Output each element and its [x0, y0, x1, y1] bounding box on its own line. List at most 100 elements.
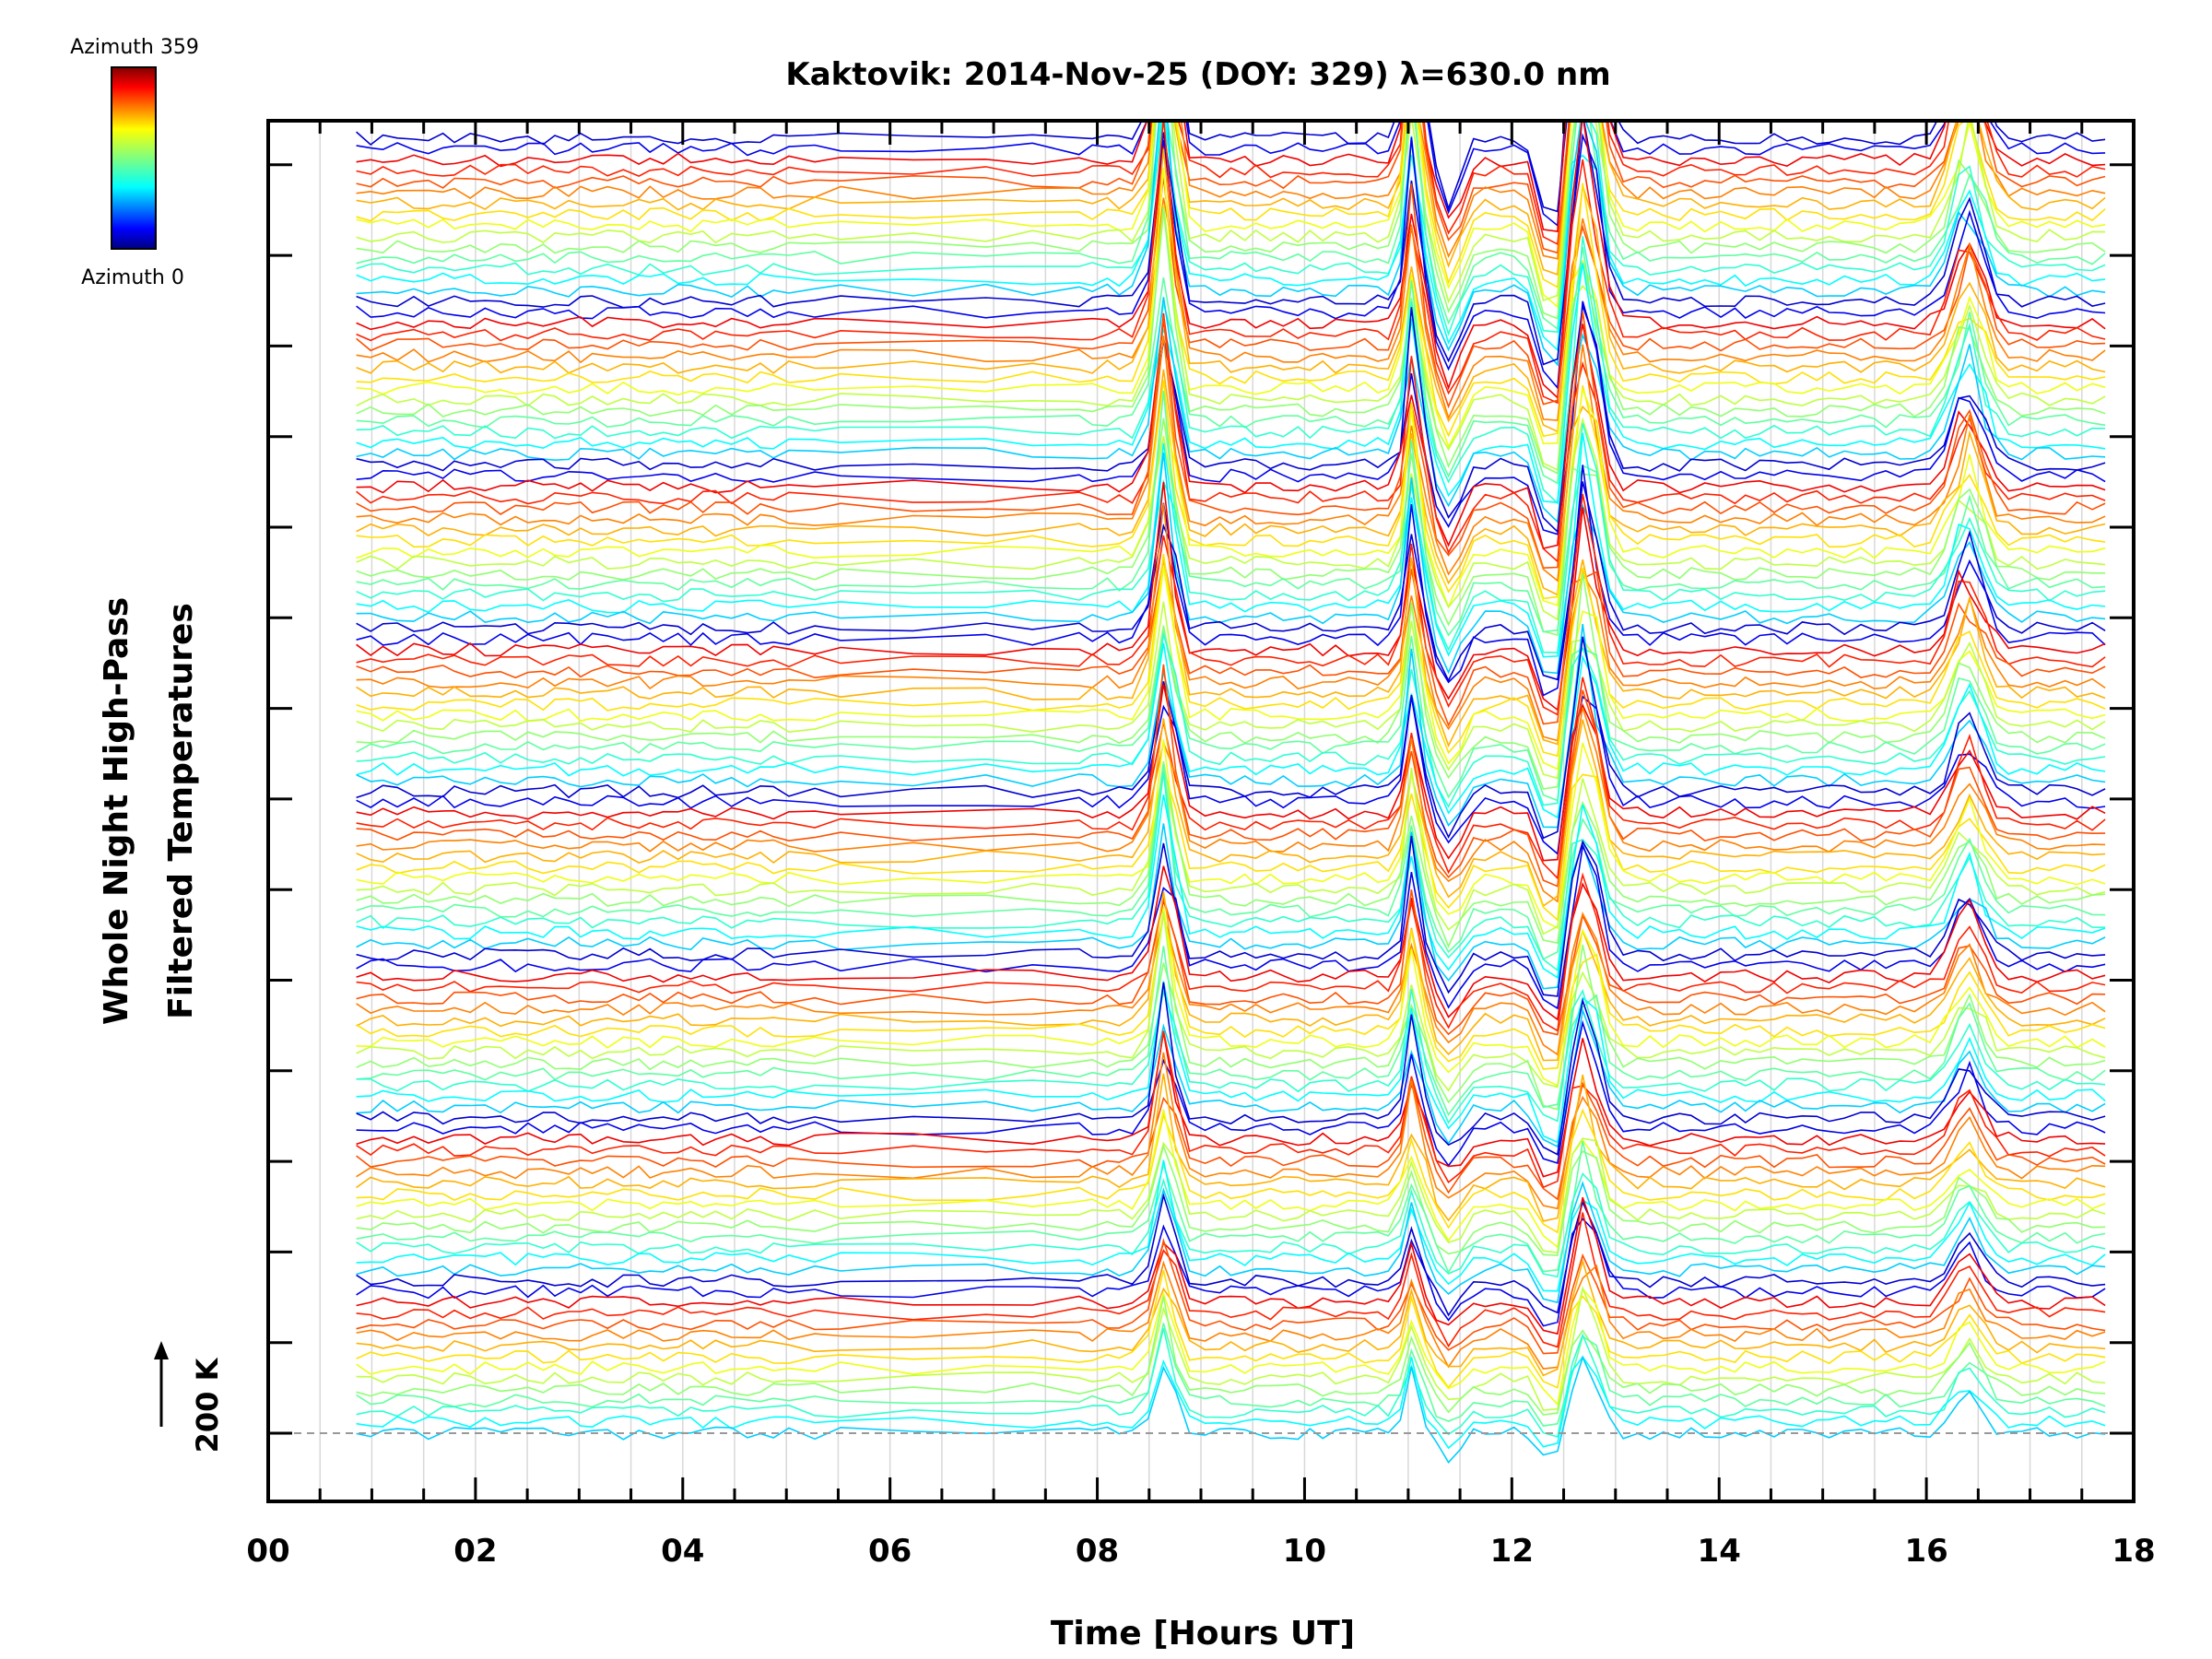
series-line	[356, 1258, 2106, 1377]
y-scale-label: 200 K	[190, 1357, 225, 1453]
series-line	[356, 263, 2106, 503]
series-line	[356, 121, 2106, 320]
x-tick-label: 06	[868, 1533, 912, 1570]
series-line	[356, 121, 2106, 309]
series-line	[356, 1052, 2106, 1210]
series-line	[356, 891, 2106, 1062]
series-line	[356, 133, 2106, 390]
series-line	[356, 1328, 2106, 1438]
series-line	[356, 481, 2106, 712]
series-line	[356, 391, 2106, 637]
x-tick-label: 00	[246, 1533, 289, 1570]
series-line	[356, 567, 2106, 771]
series-line	[356, 1143, 2106, 1256]
x-tick-label: 02	[453, 1533, 497, 1570]
series-line	[356, 558, 2106, 727]
series-line	[356, 369, 2106, 596]
series-line	[356, 677, 2106, 880]
series-line	[356, 1007, 2106, 1148]
series-line	[356, 906, 2106, 1088]
series-line	[356, 121, 2106, 246]
series-line	[356, 121, 2106, 304]
chart-title: Kaktovik: 2014-Nov-25 (DOY: 329) λ=630.0…	[785, 56, 1610, 93]
series-line	[356, 771, 2106, 972]
y-scale-bar: 200 K	[154, 1341, 225, 1453]
series-line	[356, 558, 2106, 748]
series-line	[356, 1355, 2106, 1465]
series-line	[356, 707, 2106, 903]
series-line	[356, 945, 2106, 1111]
series-line	[356, 1181, 2106, 1304]
series-line	[356, 843, 2106, 1010]
series-line	[356, 121, 2106, 213]
series-line	[356, 1196, 2106, 1335]
series-line	[356, 573, 2106, 790]
series-line	[356, 380, 2106, 600]
series-line	[356, 1141, 2106, 1275]
series-line	[356, 1172, 2106, 1278]
series-line	[356, 988, 2106, 1124]
series-line	[356, 642, 2106, 819]
series-line	[356, 1109, 2106, 1249]
series-line	[356, 168, 2106, 449]
series-line	[356, 1238, 2106, 1355]
series-line	[356, 946, 2106, 1117]
series-line	[356, 1218, 2106, 1327]
series-line	[356, 664, 2106, 888]
x-tick-label: 14	[1698, 1533, 1741, 1570]
colorbar-bottom-label: Azimuth 0	[81, 266, 184, 289]
series-line	[356, 601, 2106, 780]
series-line	[356, 982, 2106, 1156]
series-line	[356, 418, 2106, 637]
series-line	[356, 297, 2106, 524]
series-line	[356, 1260, 2106, 1370]
series-line	[356, 121, 2106, 288]
series-line	[356, 206, 2106, 475]
series-line	[356, 121, 2106, 352]
y-scale-arrow-head	[154, 1341, 169, 1359]
y-axis-label-line-2: Filtered Temperatures	[162, 603, 200, 1019]
series-line	[356, 1212, 2106, 1348]
series-line	[356, 1031, 2106, 1178]
x-tick-label: 16	[1904, 1533, 1947, 1570]
series-line	[356, 1323, 2106, 1427]
series-line	[356, 630, 2106, 802]
series-line	[356, 121, 2106, 405]
series-line	[356, 312, 2106, 563]
series-line	[356, 481, 2106, 683]
vertical-gridlines	[319, 121, 2083, 1501]
series-line	[356, 889, 2106, 1036]
series-line	[356, 1073, 2106, 1222]
x-tick-labels: 00 02 04 06 08 10 12 14 16 18	[246, 1533, 2155, 1570]
series-line	[356, 769, 2106, 922]
series-line	[356, 760, 2106, 948]
series-line	[356, 121, 2106, 366]
series-line	[356, 300, 2106, 535]
colorbar: Azimuth 359 Azimuth 0	[70, 36, 199, 289]
x-tick-label: 04	[661, 1533, 704, 1570]
series-line	[356, 636, 2106, 840]
series-line	[356, 212, 2106, 471]
series-line	[356, 121, 2106, 260]
series-line	[356, 912, 2106, 1056]
series-line	[356, 718, 2106, 908]
x-tick-label: 10	[1283, 1533, 1326, 1570]
series-line	[356, 121, 2106, 367]
series-line	[356, 1193, 2106, 1317]
series-line	[356, 634, 2106, 808]
series-line	[356, 503, 2106, 742]
series-line	[356, 335, 2106, 582]
series-line	[356, 176, 2106, 409]
series-line	[356, 1355, 2106, 1450]
series-line	[356, 695, 2106, 855]
series-line	[356, 1159, 2106, 1292]
series-group	[356, 121, 2106, 1465]
series-line	[356, 247, 2106, 485]
series-line	[356, 319, 2106, 549]
series-line	[356, 148, 2106, 433]
series-line	[356, 914, 2106, 1070]
colorbar-gradient	[111, 66, 157, 250]
series-line	[356, 1285, 2106, 1411]
axis-ticks	[266, 121, 2136, 1501]
